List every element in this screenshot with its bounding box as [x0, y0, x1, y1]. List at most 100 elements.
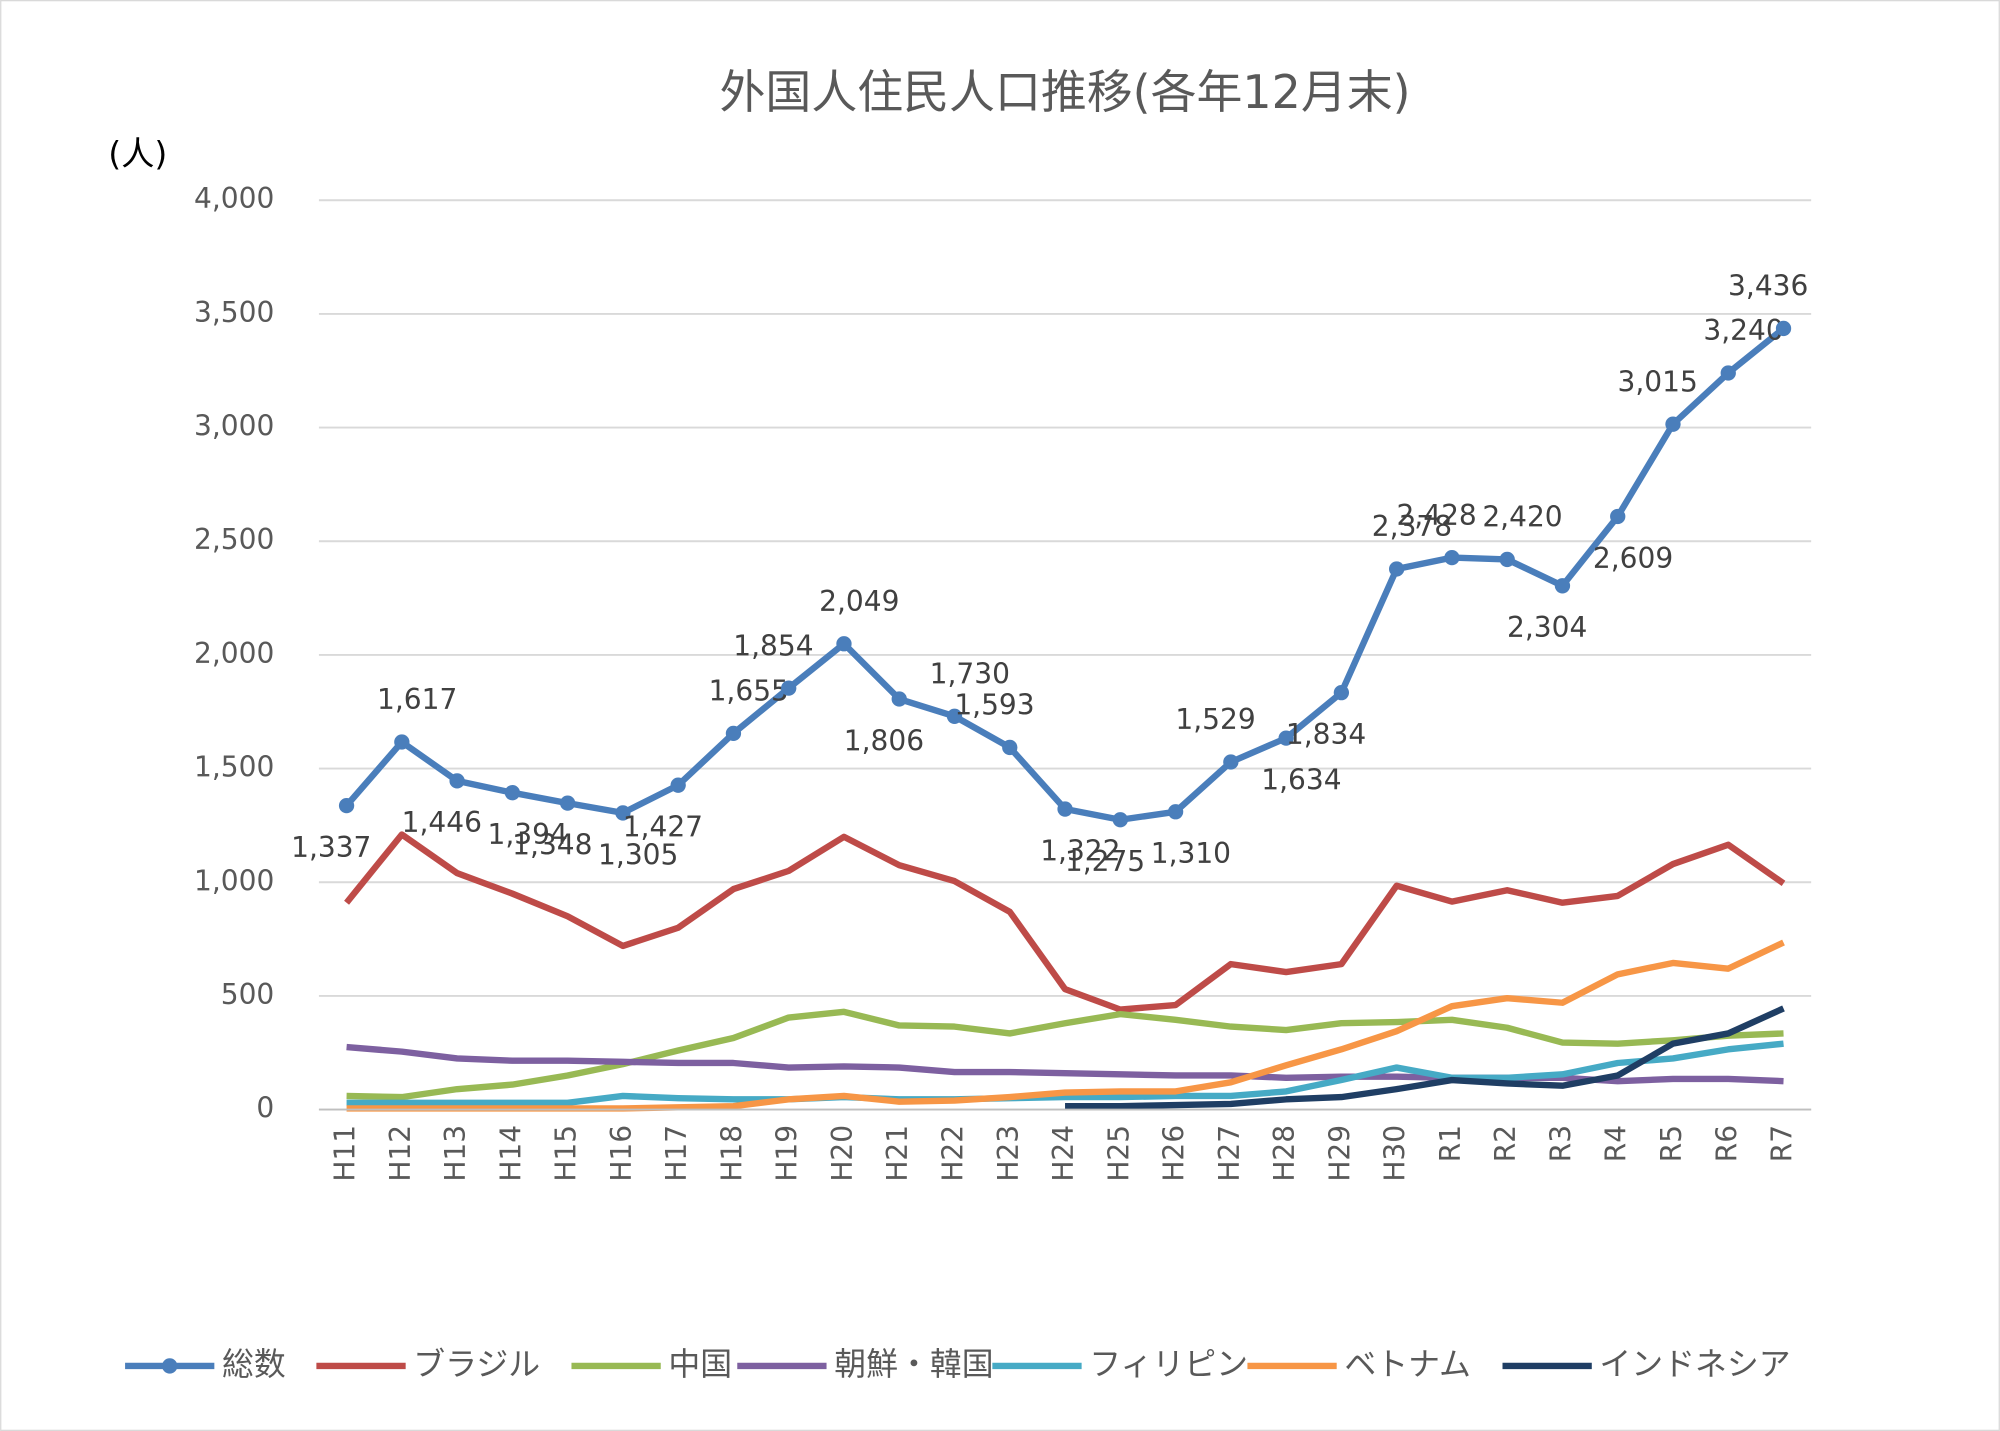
- data-label: 3,436: [1728, 270, 1808, 303]
- series-line: [346, 939, 1785, 1112]
- x-tick-label: R5: [1655, 1125, 1688, 1162]
- legend-label: 中国: [668, 1345, 732, 1383]
- legend-label: ブラジル: [413, 1345, 540, 1383]
- point: [836, 636, 852, 652]
- data-label: 1,593: [954, 689, 1034, 722]
- data-label: 1,275: [1065, 845, 1145, 878]
- chart-title: 外国人住民人口推移(各年12月末): [720, 65, 1411, 119]
- data-label: 1,337: [291, 831, 371, 864]
- series-line: [1065, 1005, 1785, 1110]
- x-tick-label: H30: [1379, 1125, 1412, 1182]
- point: [946, 708, 963, 724]
- data-label: 1,634: [1261, 763, 1341, 796]
- x-tick-label: H26: [1158, 1125, 1191, 1182]
- x-tick-label: H17: [660, 1125, 693, 1182]
- x-tick-label: H11: [329, 1125, 362, 1182]
- point: [559, 795, 576, 811]
- point: [1002, 739, 1018, 756]
- data-label: 1,427: [623, 811, 703, 844]
- x-tick-label: H14: [494, 1125, 527, 1182]
- data-label: 1,655: [709, 675, 789, 708]
- data-label: 2,304: [1507, 611, 1587, 644]
- legend-label: フィリピン: [1089, 1345, 1248, 1383]
- data-label: 2,378: [1372, 510, 1452, 543]
- y-tick-label: 2,000: [194, 637, 274, 670]
- x-tick-label: R4: [1600, 1125, 1633, 1162]
- x-tick-label: H24: [1047, 1125, 1080, 1182]
- data-label: 1,854: [733, 629, 813, 662]
- y-tick-label: 3,000: [194, 410, 274, 443]
- legend-marker: [162, 1358, 178, 1374]
- data-label: 1,834: [1286, 718, 1366, 751]
- point: [1554, 578, 1571, 594]
- data-label: 2,049: [819, 585, 899, 618]
- x-tick-label: R1: [1434, 1125, 1467, 1162]
- point: [1112, 812, 1128, 828]
- y-tick-label: 1,500: [194, 751, 274, 784]
- x-tick-label: H16: [605, 1125, 638, 1182]
- y-tick-label: 2,500: [194, 523, 274, 556]
- data-label: 1,310: [1151, 837, 1231, 870]
- point: [725, 725, 742, 742]
- data-label: 2,428: [1396, 499, 1476, 532]
- y-tick-label: 1,000: [194, 864, 274, 897]
- data-label: 3,240: [1703, 314, 1783, 347]
- data-label: 1,446: [402, 806, 482, 839]
- y-axis-label: (人): [108, 134, 167, 173]
- y-tick-label: 4,000: [194, 182, 274, 215]
- legend-label: インドネシア: [1599, 1345, 1790, 1383]
- data-label: 1,806: [844, 724, 924, 757]
- data-label: 1,305: [598, 838, 678, 871]
- point: [449, 773, 465, 789]
- point: [1167, 804, 1184, 820]
- x-tick-label: R2: [1489, 1125, 1522, 1162]
- data-label: 1,730: [930, 657, 1010, 690]
- point: [504, 785, 521, 801]
- series-line: [344, 831, 1786, 1013]
- point: [1610, 508, 1626, 525]
- data-label: 1,322: [1040, 834, 1120, 867]
- x-tick-label: H28: [1268, 1125, 1301, 1182]
- point: [394, 734, 410, 750]
- data-label: 1,348: [512, 829, 592, 862]
- y-tick-label: 500: [221, 978, 275, 1011]
- point: [1720, 365, 1736, 381]
- x-tick-label: H22: [937, 1125, 970, 1182]
- x-tick-label: H20: [826, 1125, 859, 1182]
- x-tick-label: H21: [881, 1125, 914, 1182]
- x-tick-label: H18: [715, 1125, 748, 1182]
- x-tick-label: H27: [1213, 1125, 1246, 1182]
- x-tick-label: R7: [1766, 1125, 1799, 1162]
- point: [1057, 801, 1073, 817]
- point: [1775, 320, 1792, 337]
- y-tick-label: 3,500: [194, 296, 274, 329]
- x-tick-label: R6: [1710, 1125, 1743, 1162]
- point: [1388, 561, 1405, 577]
- point: [1278, 730, 1294, 746]
- point: [1444, 549, 1460, 566]
- point: [1223, 754, 1239, 770]
- point: [338, 797, 355, 814]
- x-tick-label: H13: [439, 1125, 472, 1182]
- legend-label: 朝鮮・韓国: [834, 1345, 993, 1383]
- x-tick-label: R3: [1544, 1125, 1577, 1162]
- x-tick-label: H29: [1323, 1125, 1356, 1182]
- x-tick-label: H23: [992, 1125, 1025, 1182]
- point: [1665, 416, 1681, 432]
- y-tick-label: 0: [256, 1092, 274, 1125]
- data-label: 3,015: [1618, 365, 1698, 398]
- data-label: 2,420: [1482, 501, 1562, 534]
- point: [781, 680, 797, 696]
- point: [1333, 685, 1350, 701]
- series-line: [346, 1040, 1784, 1106]
- x-tick-label: H12: [384, 1125, 417, 1182]
- point: [615, 805, 631, 821]
- series-line: [346, 1008, 1784, 1101]
- legend-label: ベトナム: [1344, 1345, 1471, 1383]
- x-tick-label: H15: [550, 1125, 583, 1182]
- x-tick-label: H19: [771, 1125, 804, 1182]
- data-label: 2,609: [1593, 542, 1673, 575]
- data-label: 1,394: [488, 818, 568, 851]
